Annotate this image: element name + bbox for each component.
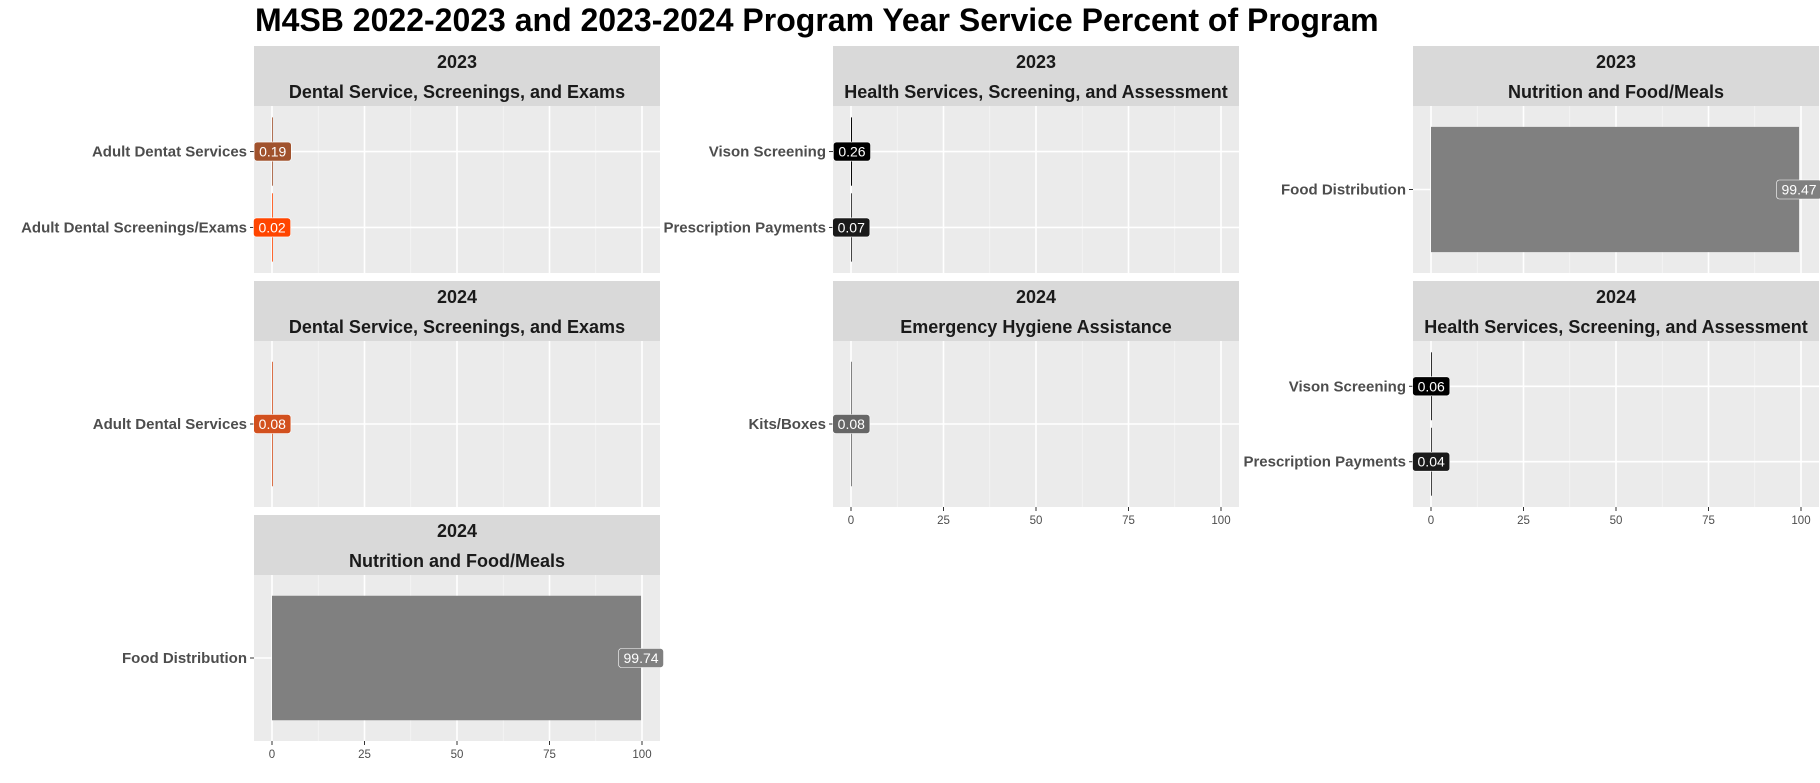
facet-strip <box>254 515 660 575</box>
data-label: 0.26 <box>838 144 865 160</box>
category-label: Kits/Boxes <box>748 416 826 433</box>
x-tick-label: 0 <box>269 749 275 761</box>
facet-strip-program: Health Services, Screening, and Assessme… <box>844 82 1228 102</box>
data-label-box <box>253 217 291 238</box>
x-tick-label: 50 <box>1610 515 1623 527</box>
facet-strip-year: 2024 <box>437 521 477 541</box>
category-label: Vison Screening <box>709 144 826 161</box>
x-tick-label: 0 <box>1428 515 1434 527</box>
facet-strip-year: 2024 <box>1596 287 1636 307</box>
facet-panel: 2023 Nutrition and Food/Meals Food Distrib… <box>1281 46 1820 273</box>
facet-strip-year: 2023 <box>437 52 477 72</box>
data-label-box <box>253 141 292 162</box>
chart-title: M4SB 2022-2023 and 2023-2024 Program Yea… <box>255 2 1379 38</box>
category-label: Adult Dentat Services <box>92 144 247 161</box>
data-label-box <box>833 141 871 162</box>
x-tick-label: 75 <box>1122 515 1135 527</box>
facet-strip-program: Dental Service, Screenings, and Exams <box>289 82 625 102</box>
x-tick-label: 75 <box>543 749 556 761</box>
x-tick-label: 50 <box>1030 515 1043 527</box>
data-label: 0.02 <box>258 219 285 235</box>
facet-panel: 2024 Nutrition and Food/Meals Food Distrib… <box>122 515 664 761</box>
data-label: 99.74 <box>624 650 659 666</box>
facet-strip <box>1413 281 1819 341</box>
facet-strip-program: Health Services, Screening, and Assessme… <box>1424 317 1808 337</box>
facet-strip <box>1413 46 1819 106</box>
facet-strip-program: Nutrition and Food/Meals <box>349 551 565 571</box>
category-label: Prescription Payments <box>663 219 826 236</box>
category-label: Prescription Payments <box>1243 454 1406 471</box>
facet-strip <box>254 281 660 341</box>
data-label: 0.07 <box>838 219 865 235</box>
facet-panel: 2024 Health Services, Screening, and Asse… <box>1243 281 1819 527</box>
category-label: Adult Dental Services <box>93 416 247 433</box>
facet-strip-year: 2023 <box>1016 52 1056 72</box>
data-label-box <box>253 414 292 434</box>
data-label-box <box>1412 376 1451 397</box>
data-label: 0.04 <box>1418 454 1445 470</box>
facet-strip-program: Dental Service, Screenings, and Exams <box>289 317 625 337</box>
facet-strip-program: Emergency Hygiene Assistance <box>900 317 1171 337</box>
x-tick-label: 100 <box>1791 515 1810 527</box>
x-tick-label: 0 <box>848 515 854 527</box>
data-label-box <box>1412 451 1451 472</box>
x-tick-label: 25 <box>937 515 950 527</box>
category-label: Adult Dental Screenings/Exams <box>21 219 247 236</box>
data-label: 0.08 <box>259 416 286 432</box>
facet-strip-program: Nutrition and Food/Meals <box>1508 82 1724 102</box>
x-tick-label: 25 <box>1517 515 1530 527</box>
bar <box>1431 126 1800 253</box>
x-tick-label: 100 <box>632 749 651 761</box>
facet-strip-year: 2024 <box>437 287 477 307</box>
facet-panel: 2024 Dental Service, Screenings, and Exam… <box>93 281 660 507</box>
facet-strip-year: 2024 <box>1016 287 1056 307</box>
data-label-box <box>1776 179 1820 200</box>
data-label: 0.19 <box>259 144 286 160</box>
facet-strip-year: 2023 <box>1596 52 1636 72</box>
facet-panel: 2023 Health Services, Screening, and Asse… <box>663 46 1239 273</box>
data-label-box <box>832 414 871 434</box>
facet-panel: 2024 Emergency Hygiene Assistance Kits/Box… <box>748 281 1239 527</box>
facet-strip <box>254 46 660 106</box>
x-tick-label: 75 <box>1702 515 1715 527</box>
category-label: Vison Screening <box>1289 378 1406 395</box>
data-label: 0.06 <box>1418 378 1445 394</box>
x-tick-label: 25 <box>358 749 371 761</box>
data-label: 99.47 <box>1782 182 1817 198</box>
data-label-box <box>832 217 871 238</box>
x-tick-label: 50 <box>451 749 464 761</box>
data-label: 0.08 <box>838 416 865 432</box>
facet-panel: 2023 Dental Service, Screenings, and Exam… <box>21 46 660 273</box>
facet-strip <box>833 46 1239 106</box>
facet-strip <box>833 281 1239 341</box>
x-tick-label: 100 <box>1211 515 1230 527</box>
category-label: Food Distribution <box>1281 182 1406 199</box>
bar <box>272 595 642 721</box>
data-label-box <box>618 648 664 668</box>
category-label: Food Distribution <box>122 650 247 667</box>
